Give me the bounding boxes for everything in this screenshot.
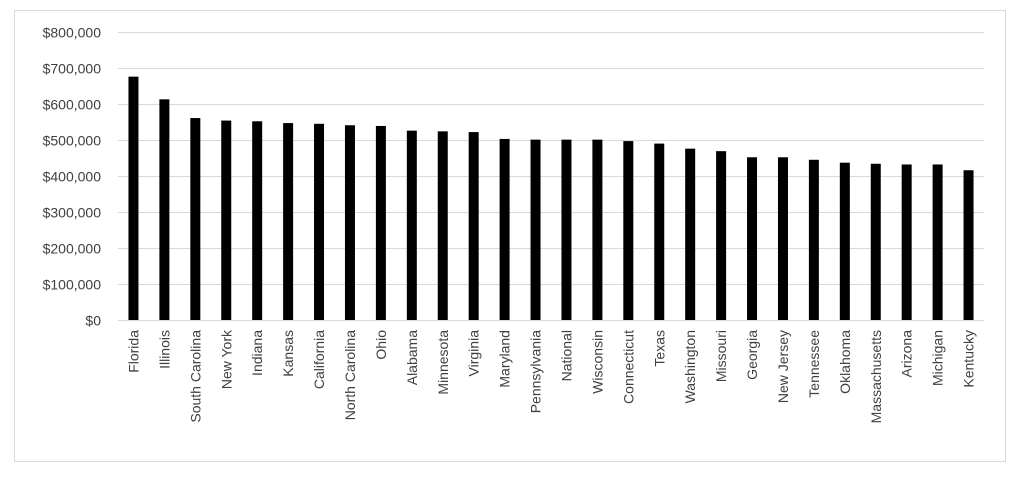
x-tick-label: Maryland (497, 330, 513, 388)
bar (530, 139, 541, 320)
x-tick-label: Tennessee (806, 330, 822, 398)
bar (499, 138, 510, 320)
bar (406, 130, 417, 320)
x-tick-label: Arizona (899, 330, 915, 378)
y-tick-label: $800,000 (43, 25, 102, 41)
bar (747, 157, 758, 320)
bar (314, 123, 325, 320)
x-tick-label: Kentucky (961, 330, 977, 388)
x-tick-label: Minnesota (435, 330, 451, 395)
x-tick-label: Massachusetts (868, 330, 884, 423)
bar (561, 139, 572, 320)
x-tick-label: National (558, 330, 574, 381)
x-tick-label: Indiana (249, 330, 265, 376)
y-tick-label: $600,000 (43, 97, 102, 113)
y-tick-label: $500,000 (43, 133, 102, 149)
bar (190, 118, 201, 320)
bar (159, 99, 170, 320)
bar (808, 159, 819, 320)
bar (592, 139, 603, 320)
x-tick-label: Michigan (930, 330, 946, 386)
x-tick-label: Kansas (280, 330, 296, 377)
x-tick-label: New Jersey (775, 330, 791, 403)
y-tick-label: $200,000 (43, 241, 102, 257)
bar (623, 141, 634, 320)
bar (932, 164, 943, 320)
y-tick-label: $400,000 (43, 169, 102, 185)
x-tick-label: Illinois (156, 330, 172, 369)
bar (654, 143, 665, 320)
x-tick-label: Washington (682, 330, 698, 403)
gridlines (118, 32, 984, 321)
bar (221, 120, 232, 320)
bar (901, 164, 912, 320)
x-axis: Florida Illinois South Carolina New York Ind… (125, 329, 976, 423)
bar (870, 163, 881, 320)
y-tick-label: $0 (85, 313, 101, 329)
bar (716, 151, 727, 320)
bar (252, 121, 263, 320)
x-tick-label: Wisconsin (589, 330, 605, 394)
bars (128, 76, 974, 321)
bar (468, 132, 479, 320)
x-tick-label: Alabama (404, 330, 420, 385)
y-axis: $0 $100,000 $200,000 $300,000 $400,000 $500,0… (43, 25, 102, 329)
x-tick-label: Pennsylvania (528, 330, 544, 413)
x-tick-label: South Carolina (187, 330, 203, 423)
x-tick-label: Florida (125, 330, 141, 373)
x-tick-label: California (311, 330, 327, 389)
bar (685, 148, 696, 320)
x-tick-label: Ohio (373, 330, 389, 360)
y-tick-label: $700,000 (43, 61, 102, 77)
x-tick-label: Missouri (713, 330, 729, 382)
x-tick-label: New York (218, 329, 234, 389)
x-tick-label: North Carolina (342, 330, 358, 420)
x-tick-label: Connecticut (620, 330, 636, 404)
bar (777, 157, 788, 320)
bar (375, 125, 386, 321)
x-tick-label: Texas (651, 330, 667, 367)
x-tick-label: Georgia (744, 330, 760, 380)
bar (963, 170, 974, 320)
bar (344, 125, 355, 321)
y-tick-label: $300,000 (43, 205, 102, 221)
bar (128, 76, 139, 320)
y-tick-label: $100,000 (43, 277, 102, 293)
bar (839, 162, 850, 320)
x-tick-label: Virginia (466, 330, 482, 377)
x-tick-label: Oklahoma (837, 330, 853, 394)
bar (437, 131, 448, 320)
bar (283, 123, 294, 320)
